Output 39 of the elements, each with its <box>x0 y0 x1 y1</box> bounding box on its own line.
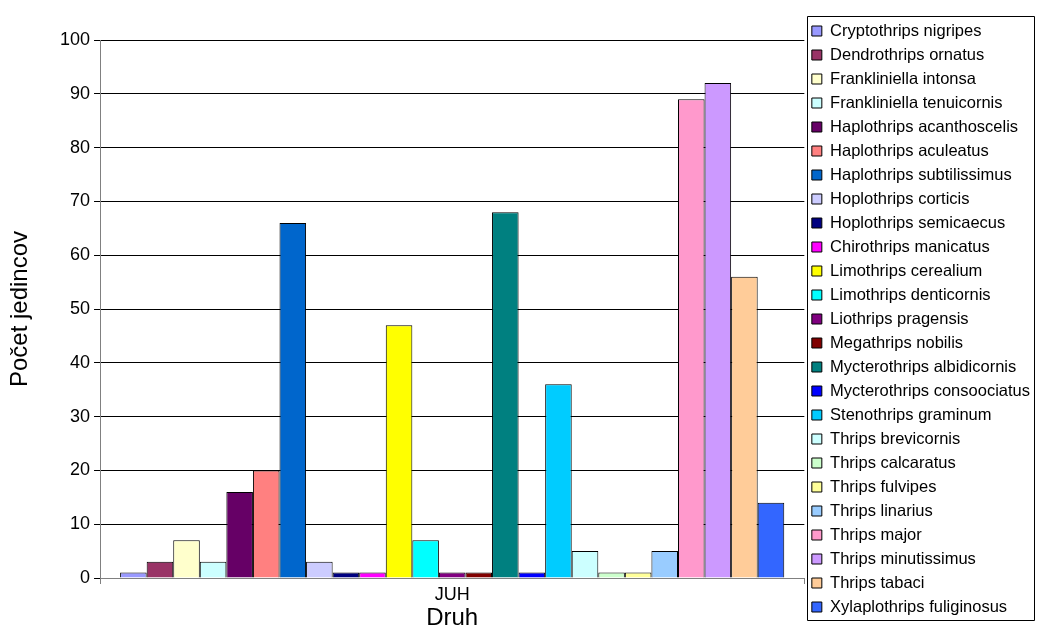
legend-label: Hoplothrips semicaecus <box>830 212 1006 231</box>
y-tick-label: 30 <box>70 405 91 426</box>
y-tick-label: 70 <box>70 190 91 211</box>
y-tick-label: 20 <box>70 459 91 480</box>
y-tick-label: 100 <box>59 28 91 49</box>
legend-label: Thrips linarius <box>830 500 933 519</box>
legend-label: Thrips tabaci <box>830 572 925 591</box>
legend-label: Haplothrips aculeatus <box>830 140 989 159</box>
y-tick-label: 0 <box>80 566 91 587</box>
y-axis-title: Počet jedincov <box>4 230 32 388</box>
legend-label: Stenothrips graminum <box>830 404 992 423</box>
legend-label: Frankliniella intonsa <box>830 68 977 87</box>
y-tick-label: 60 <box>70 244 91 265</box>
legend-label: Dendrothrips ornatus <box>830 44 985 63</box>
legend-label: Thrips major <box>830 524 923 543</box>
y-tick-label: 50 <box>70 297 91 318</box>
y-tick-label: 40 <box>70 351 91 372</box>
x-axis-title: Druh <box>426 602 479 630</box>
legend-label: Xylaplothrips fuliginosus <box>830 596 1008 615</box>
legend-label: Limothrips denticornis <box>830 284 991 303</box>
legend-label: Thrips brevicornis <box>830 428 961 447</box>
legend-label: Thrips fulvipes <box>830 476 937 495</box>
x-tick-label: JUH <box>434 583 470 604</box>
legend-label: Haplothrips acanthoscelis <box>830 116 1019 135</box>
legend-label: Frankliniella tenuicornis <box>830 92 1003 111</box>
legend-label: Mycterothrips albidicornis <box>830 356 1017 375</box>
y-tick-label: 10 <box>70 513 91 534</box>
legend-label: Mycterothrips consoociatus <box>830 380 1030 399</box>
legend-label: Chirothrips manicatus <box>830 236 990 255</box>
legend-label: Haplothrips subtilissimus <box>830 164 1012 183</box>
legend-label: Thrips calcaratus <box>830 452 956 471</box>
legend-label: Limothrips cerealium <box>830 260 983 279</box>
y-tick-label: 80 <box>70 136 91 157</box>
legend-label: Hoplothrips corticis <box>830 188 970 207</box>
legend-label: Thrips minutissimus <box>830 548 976 567</box>
legend-label: Liothrips pragensis <box>830 308 969 327</box>
legend-label: Megathrips nobilis <box>830 332 964 351</box>
y-tick-label: 90 <box>70 82 91 103</box>
legend-label: Cryptothrips nigripes <box>830 20 982 39</box>
